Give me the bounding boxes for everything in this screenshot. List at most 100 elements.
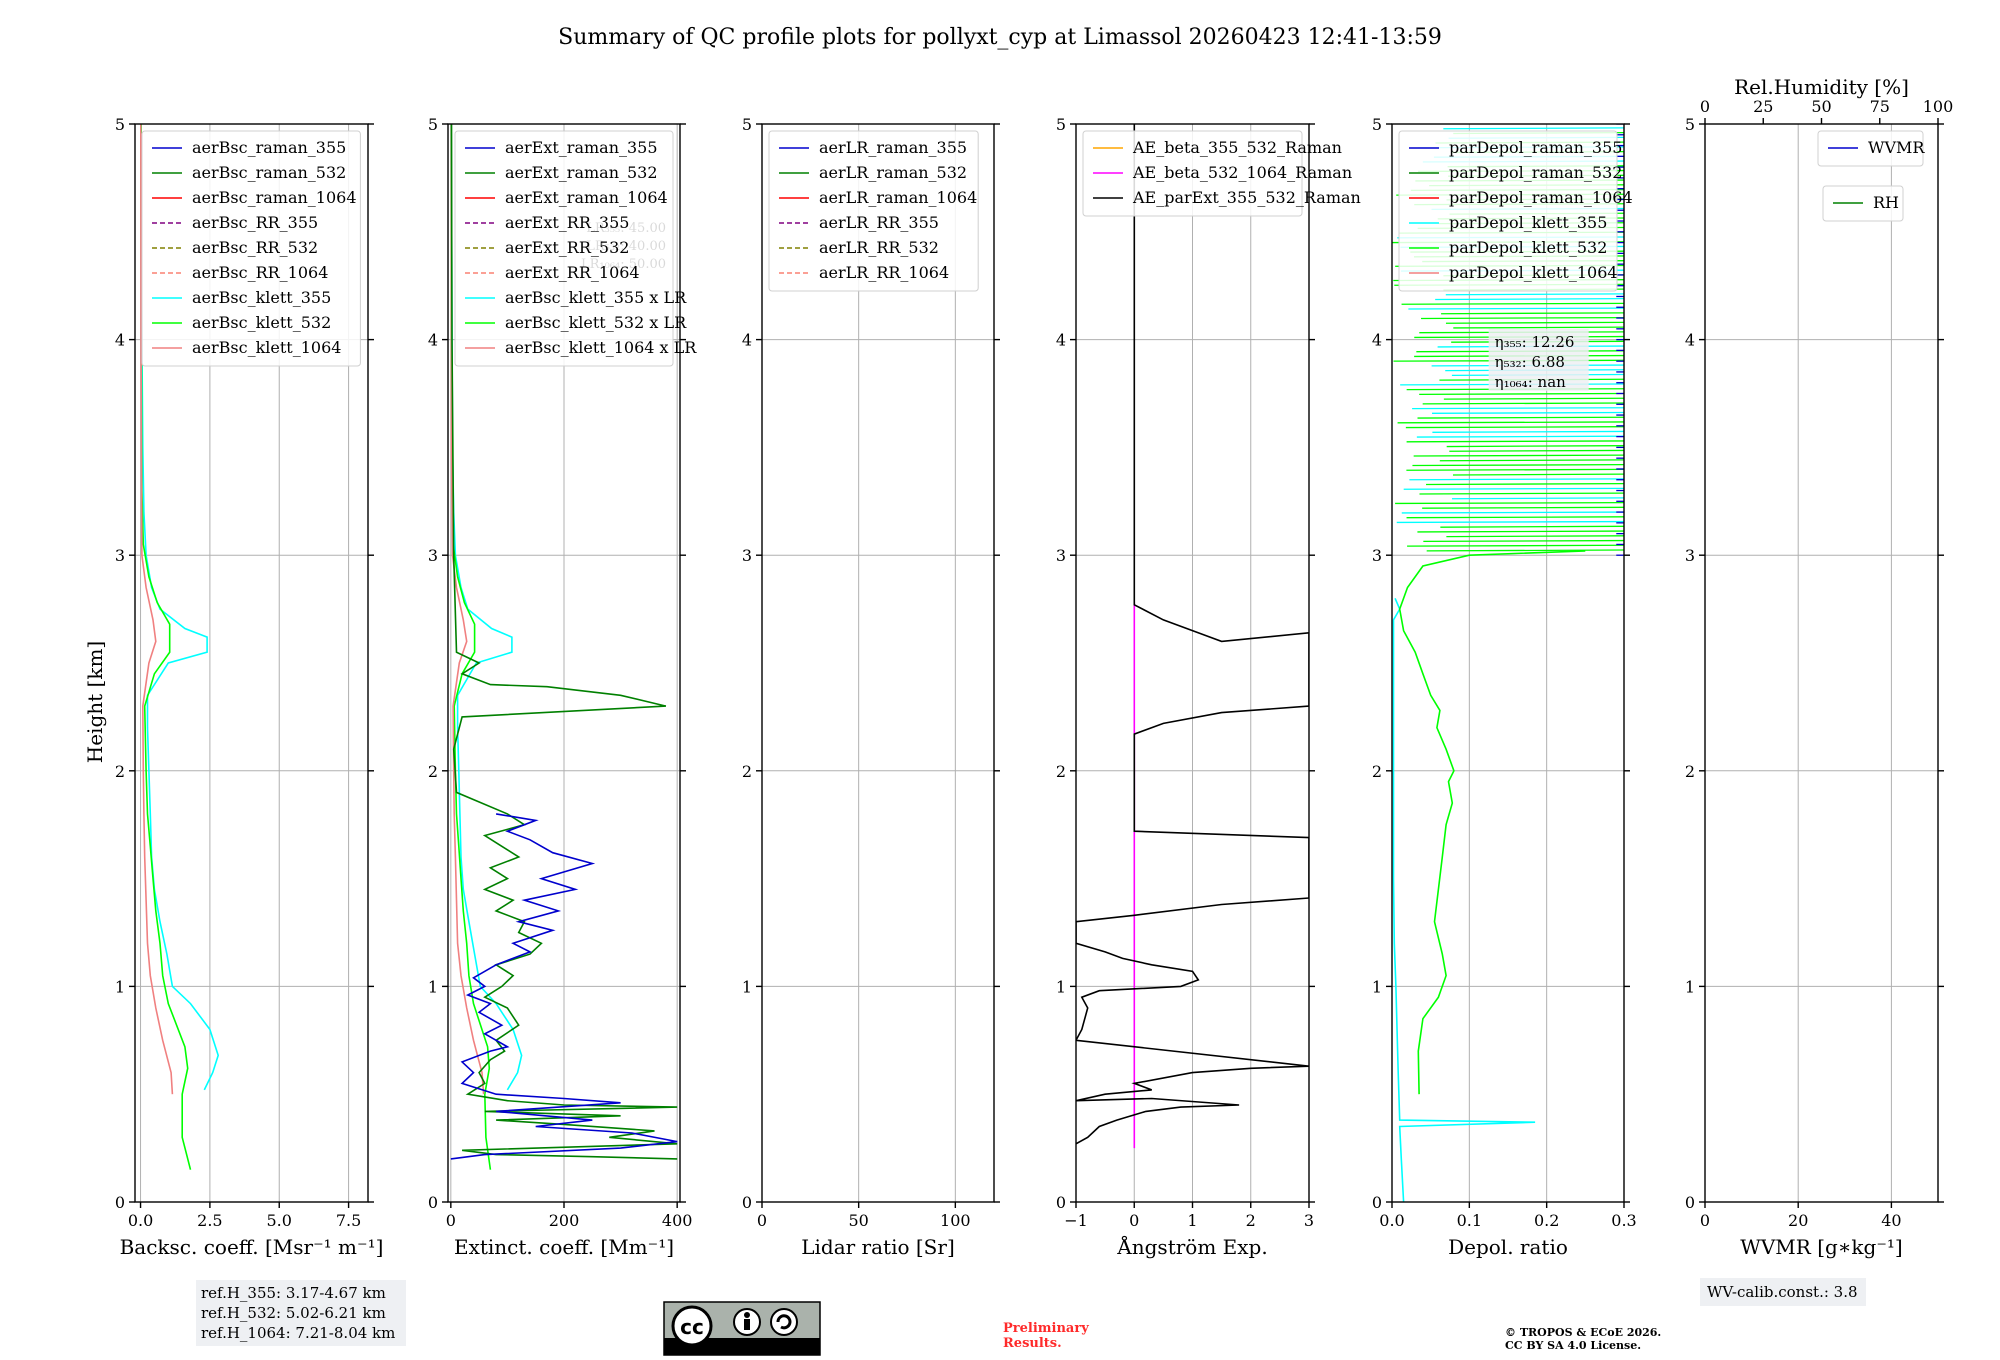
y-tick-label: 1 (742, 977, 752, 996)
depol-noise-line (1413, 454, 1624, 457)
x-tick-label: 0.1 (1457, 1211, 1482, 1230)
y-tick-label: 3 (1056, 546, 1066, 565)
legend-label: AE_beta_532_1064_Raman (1132, 163, 1352, 182)
eta-value: 6.88 (1532, 353, 1565, 371)
legend-label: parDepol_raman_1064 (1449, 188, 1633, 207)
x-tick-label: 0.3 (1611, 1211, 1636, 1230)
y-tick-label: 4 (1372, 331, 1382, 350)
depol-noise-line (1435, 297, 1624, 301)
wv-calib-box (1700, 1278, 1866, 1306)
legend-label: parDepol_raman_532 (1449, 163, 1622, 182)
legend-box (1082, 130, 1303, 217)
legend-label: aerLR_raman_355 (819, 138, 967, 157)
depol-noise-line (1443, 397, 1624, 400)
depol-noise-line (1401, 302, 1624, 305)
depol-noise-line (1441, 312, 1624, 315)
legend-label: aerLR_RR_1064 (819, 263, 949, 282)
top-x-tick-label: 75 (1870, 97, 1890, 116)
depol-noise-line (1403, 487, 1624, 490)
depol-noise-line (1449, 449, 1624, 452)
x-tick-label: 100 (940, 1211, 971, 1230)
top-x-axis-label: Rel.Humidity [%] (1734, 75, 1909, 99)
results-note: Results. (1003, 1336, 1062, 1351)
x-tick-label: 2.5 (197, 1211, 222, 1230)
y-tick-label: 1 (115, 977, 125, 996)
y-tick-label: 0 (1056, 1193, 1066, 1212)
x-tick-label: −1 (1064, 1211, 1088, 1230)
legend-label: aerBsc_RR_532 (192, 238, 318, 257)
x-axis-label: Depol. ratio (1448, 1235, 1568, 1259)
series-line-aerBsc_klett_355 (140, 124, 220, 1091)
reference-height-box (196, 1280, 406, 1346)
y-tick-label: 3 (115, 546, 125, 565)
x-tick-label: 0 (446, 1211, 456, 1230)
x-tick-label: 7.5 (336, 1211, 361, 1230)
y-tick-label: 5 (428, 115, 438, 134)
y-tick-label: 5 (1372, 115, 1382, 134)
license-line: CC BY SA 4.0 License. (1505, 1339, 1641, 1352)
legend-label: aerExt_RR_1064 (505, 263, 640, 282)
depol-noise-line (1443, 127, 1624, 130)
wv-calib-const: WV-calib.const.: 3.8 (1707, 1283, 1858, 1301)
y-tick-label: 0 (742, 1193, 752, 1212)
y-tick-label: 2 (428, 762, 438, 781)
series-line-parDepol_klett_532 (1398, 550, 1586, 1095)
y-tick-label: 4 (115, 331, 125, 350)
y-tick-label: 1 (428, 977, 438, 996)
depol-noise-line (1439, 459, 1624, 462)
y-tick-label: 2 (1372, 762, 1382, 781)
x-axis-label: WVMR [g∗kg⁻¹] (1740, 1235, 1902, 1259)
legend-box (768, 130, 979, 292)
top-x-tick-label: 100 (1923, 97, 1954, 116)
eta-value: 12.26 (1532, 333, 1575, 351)
y-tick-label: 0 (115, 1193, 125, 1212)
depol-noise-line (1446, 535, 1624, 538)
y-tick-label: 0 (1372, 1193, 1382, 1212)
x-axis-label: Backsc. coeff. [Msr⁻¹ m⁻¹] (120, 1235, 384, 1259)
x-tick-label: 5.0 (267, 1211, 292, 1230)
eta-box (1488, 328, 1589, 391)
legend-label: parDepol_klett_1064 (1449, 263, 1618, 282)
legend-box (1398, 130, 1618, 292)
legend-label: aerBsc_raman_355 (192, 138, 346, 157)
legend-label: aerExt_raman_355 (505, 138, 658, 157)
depol-noise-line (1417, 530, 1624, 533)
series-line-aerExt_raman_355 (450, 813, 678, 1160)
y-tick-label: 3 (742, 546, 752, 565)
legend-label: aerLR_RR_532 (819, 238, 939, 257)
depol-noise-line (1445, 321, 1624, 324)
legend-label: parDepol_klett_355 (1449, 213, 1607, 232)
depol-noise-line (1406, 440, 1624, 443)
legend-label: aerLR_raman_532 (819, 163, 967, 182)
depol-noise-line (1419, 392, 1624, 396)
x-tick-label: 0 (757, 1211, 767, 1230)
x-axis-label: Ångström Exp. (1116, 1234, 1267, 1259)
series-line-AE_parExt_355_532_Raman (1076, 124, 1309, 1145)
depol-noise-line (1395, 501, 1624, 505)
legend-label: aerBsc_raman_1064 (192, 188, 357, 207)
legend-label: aerBsc_klett_532 (192, 313, 331, 332)
eta-1064-label: η₁₀₆₄: nan (1495, 373, 1566, 391)
depol-noise-line (1396, 520, 1624, 524)
y-tick-label: 5 (115, 115, 125, 134)
y-tick-label: 1 (1372, 977, 1382, 996)
x-tick-label: 200 (549, 1211, 580, 1230)
depol-noise-line (1421, 316, 1624, 320)
ref-h-1064: ref.H_1064: 7.21-8.04 km (201, 1324, 395, 1342)
series-line-aerBsc_klett_1064 (140, 124, 174, 1095)
depol-noise-line (1409, 478, 1624, 481)
legend-box (454, 130, 674, 367)
x-tick-label: 3 (1304, 1211, 1314, 1230)
y-tick-label: 2 (742, 762, 752, 781)
panel-5: 0 1 2 3 4 5 0.0 0.1 0.2 0.3 Depol. ratio parDepol_r… (1372, 115, 1637, 1259)
depol-noise-line (1446, 445, 1624, 448)
legend-label: aerBsc_klett_1064 (192, 338, 341, 357)
depol-noise-line (1417, 416, 1624, 419)
x-axis-label: Extinct. coeff. [Mm⁻¹] (454, 1235, 674, 1259)
y-tick-label: 3 (428, 546, 438, 565)
depol-noise-line (1422, 402, 1624, 405)
depol-noise-line (1408, 307, 1624, 310)
x-tick-label: 0.0 (128, 1211, 153, 1230)
